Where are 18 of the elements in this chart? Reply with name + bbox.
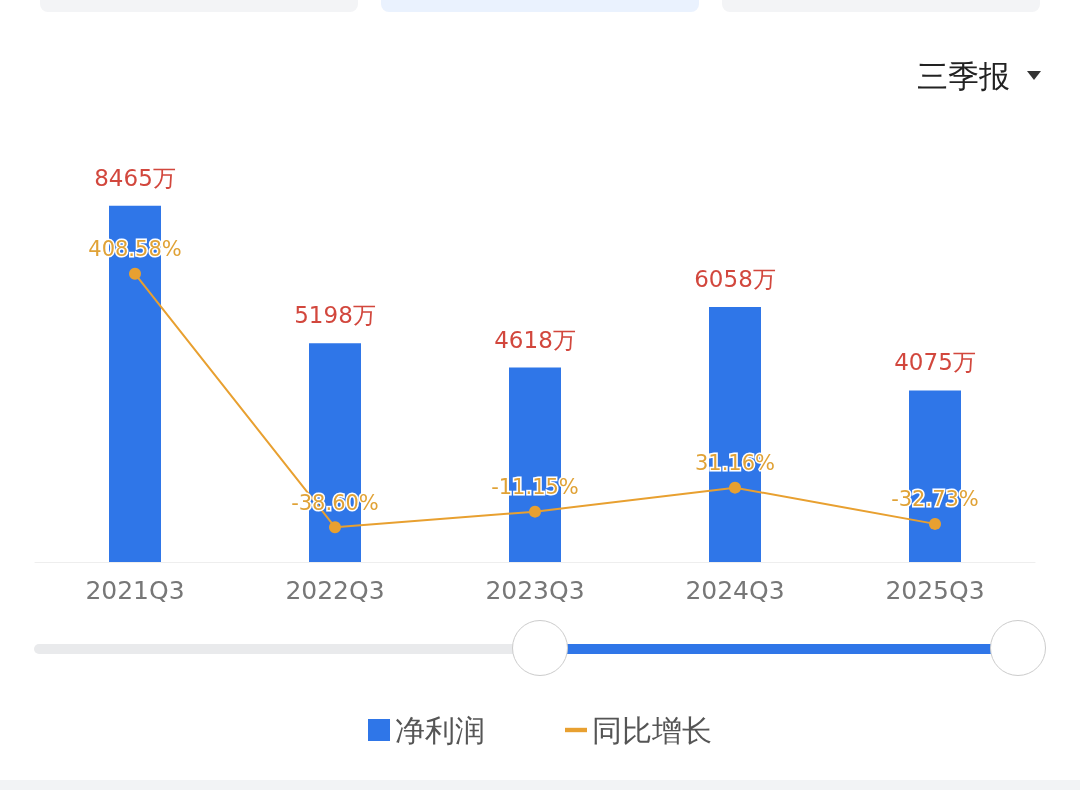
x-tick-label: 2022Q3	[285, 576, 385, 605]
data-label: 8465万	[94, 164, 176, 191]
data-label: 6058万	[694, 265, 776, 292]
data-label: 4075万	[894, 349, 976, 376]
data-label: 4618万	[494, 326, 576, 353]
point	[529, 505, 541, 518]
text: 三季报	[917, 57, 1010, 96]
point	[929, 517, 941, 530]
point	[329, 521, 341, 534]
x-tick-label: 2025Q3	[885, 576, 985, 605]
legend-label: 同比增长	[592, 712, 712, 748]
legend-label: 净利润	[395, 712, 485, 748]
x-tick-label: 2024Q3	[685, 576, 785, 605]
x-tick-label: 2021Q3	[85, 576, 185, 605]
x-tick-label: 2023Q3	[485, 576, 585, 605]
data-label: 5198万	[294, 302, 376, 329]
point	[729, 481, 741, 494]
point	[129, 267, 141, 280]
